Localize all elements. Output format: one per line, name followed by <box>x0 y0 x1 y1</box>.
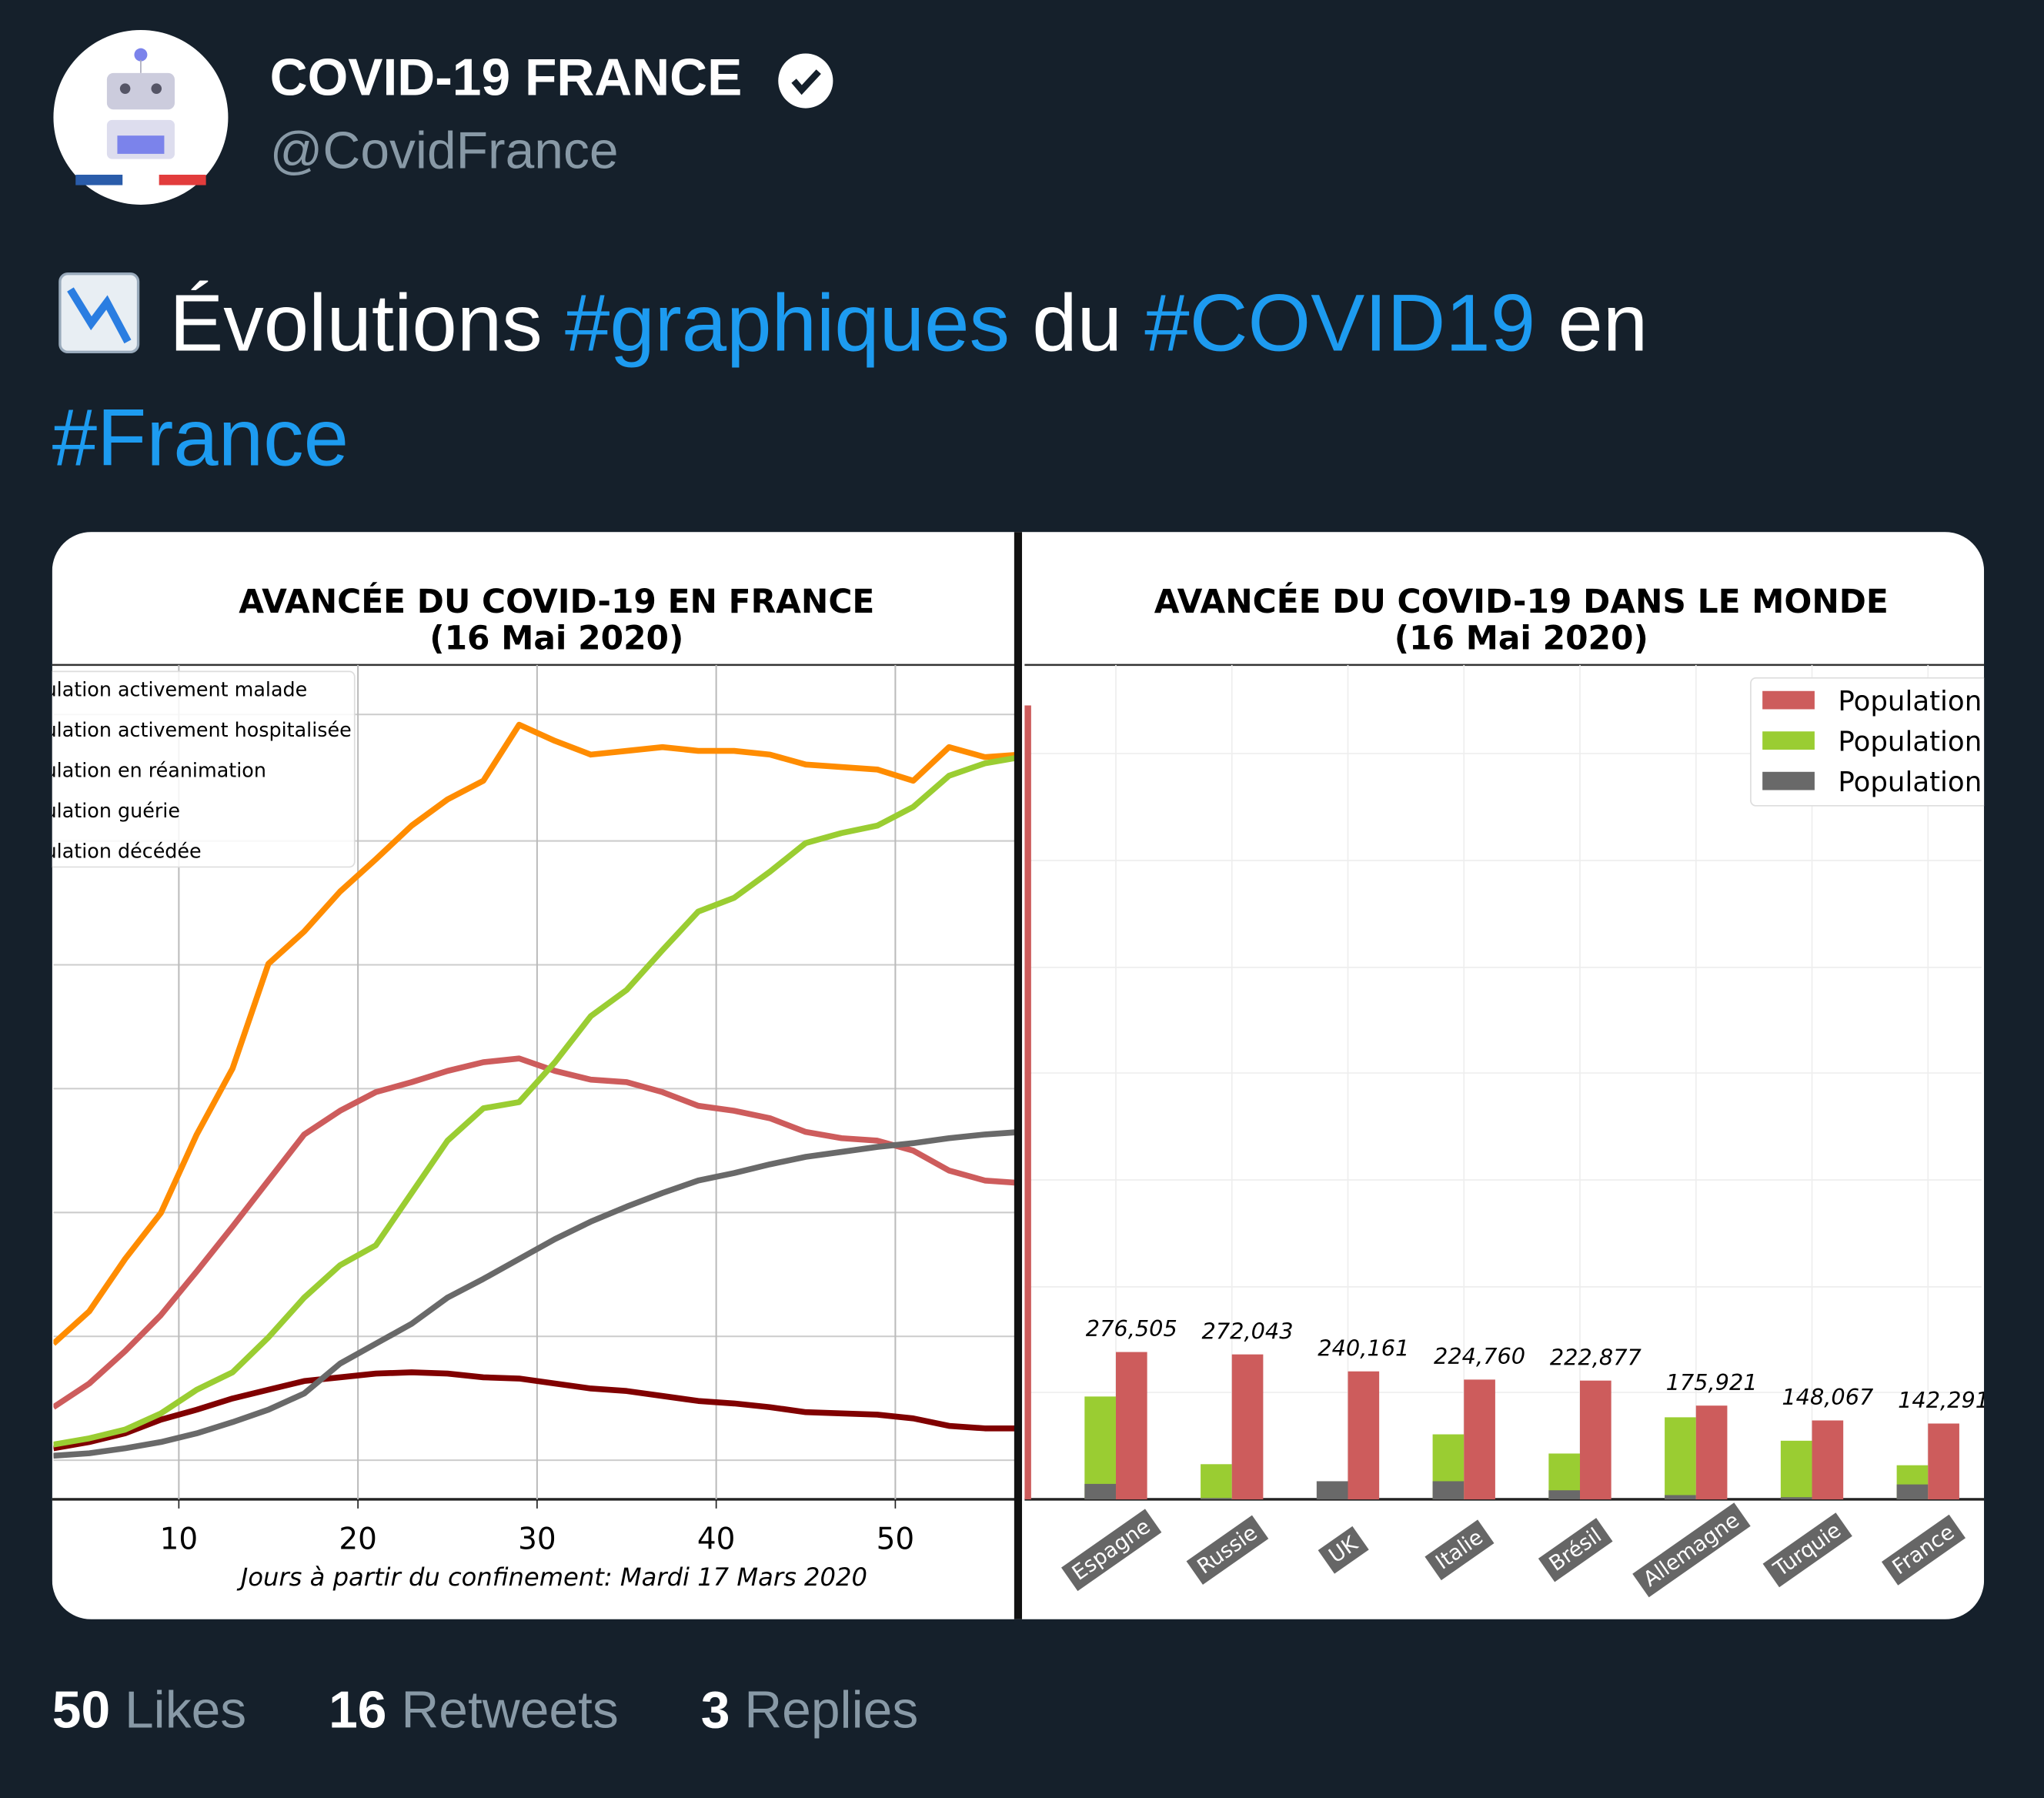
stat[interactable]: 3 Replies <box>701 1682 919 1740</box>
legend-swatch <box>1762 690 1815 710</box>
hashtag[interactable]: #COVID19 <box>1144 279 1536 369</box>
hashtag[interactable]: #France <box>52 393 349 484</box>
legend-label: ulation en réanimation <box>45 759 266 782</box>
legend-swatch <box>1762 731 1815 750</box>
stat-label: Likes <box>124 1682 247 1740</box>
stat[interactable]: 16 Retweets <box>329 1682 619 1740</box>
bar <box>1316 1481 1348 1499</box>
bar <box>1812 1420 1844 1499</box>
robot-icon <box>75 48 206 185</box>
h-grid-right <box>1024 753 1982 1393</box>
value-label: 148,067 <box>1782 1384 1874 1410</box>
stat-count: 50 <box>52 1682 111 1740</box>
label-box <box>1318 1526 1369 1574</box>
line-series <box>53 754 1017 1448</box>
x-tick-label: 30 <box>518 1522 556 1556</box>
stat-label: Replies <box>744 1682 919 1740</box>
bar <box>1896 1484 1929 1499</box>
line-series <box>53 1055 1017 1410</box>
bar <box>1084 1483 1116 1499</box>
bar <box>1201 1464 1232 1499</box>
label-box <box>1186 1515 1269 1585</box>
value-label: 276,505 <box>1086 1315 1177 1342</box>
word: Évolutions <box>169 279 543 369</box>
legend-label: Population <box>1838 767 1982 798</box>
x-tick-label: 20 <box>339 1522 377 1556</box>
value-label: 224,760 <box>1434 1343 1525 1369</box>
x-axis-label: Jours à partir du confinement: Mardi 17 … <box>236 1562 867 1592</box>
stat-count: 3 <box>700 1682 730 1740</box>
bar <box>1348 1371 1380 1499</box>
verified-badge <box>778 53 833 109</box>
bar <box>1780 1440 1812 1499</box>
bar <box>1665 1417 1696 1499</box>
chart-title: AVANCÉE DU COVID-19 EN FRANCE <box>239 582 874 620</box>
legend-label: ulation activement hospitalisée <box>45 718 352 741</box>
legend-label: ulation guérie <box>45 799 180 822</box>
bar <box>1432 1481 1465 1499</box>
stat-label: Retweets <box>401 1682 619 1740</box>
line-series <box>53 1128 1017 1459</box>
bar <box>1464 1379 1495 1499</box>
stat[interactable]: 50 Likes <box>52 1682 246 1740</box>
value-label: 272,043 <box>1202 1318 1294 1344</box>
label-box <box>1538 1518 1613 1582</box>
line-series <box>53 1369 1017 1452</box>
bar <box>1695 1405 1728 1499</box>
value-label: 222,877 <box>1550 1344 1642 1370</box>
stats: 50 Likes 16 Retweets 3 Replies <box>52 1682 987 1740</box>
legend-label: ulation décédée <box>45 840 202 863</box>
word: en <box>1558 279 1648 369</box>
x-tick-label: 10 <box>160 1522 199 1556</box>
divider <box>1014 532 1023 1619</box>
bar <box>1665 1495 1696 1499</box>
bar <box>1548 1490 1581 1499</box>
chart-subtitle: (16 Mai 2020) <box>1394 620 1648 657</box>
legend <box>52 670 356 868</box>
word: du <box>1032 279 1123 369</box>
label-box <box>1424 1519 1495 1581</box>
avatar[interactable] <box>53 29 229 205</box>
legend-label: Population <box>1838 727 1982 758</box>
bar <box>1580 1380 1611 1499</box>
line-series <box>53 721 1017 1346</box>
bar <box>1928 1423 1959 1499</box>
label-box <box>1632 1502 1751 1598</box>
chart-subtitle: (16 Mai 2020) <box>429 620 683 657</box>
tweet-text: Évolutions #graphiques du #COVID19 en #F… <box>52 267 1877 496</box>
bar <box>1115 1352 1147 1499</box>
value-label: 175,921 <box>1666 1369 1758 1395</box>
label-box <box>1061 1509 1162 1592</box>
x-tick-label: 50 <box>877 1522 915 1556</box>
x-tick-label: 40 <box>697 1522 736 1556</box>
value-label: 240,161 <box>1318 1335 1409 1361</box>
label-box <box>1762 1512 1852 1588</box>
legend-swatch <box>1762 771 1815 790</box>
author-handle[interactable]: @CovidFrance <box>269 122 619 180</box>
hashtag[interactable]: #graphiques <box>564 279 1010 369</box>
chart-emoji <box>58 272 140 354</box>
bar <box>1780 1497 1812 1499</box>
legend-label: ulation activement malade <box>45 678 308 701</box>
chart-title: AVANCÉE DU COVID-19 DANS LE MONDE <box>1154 582 1889 620</box>
bar <box>1231 1354 1264 1499</box>
legend-label: Population <box>1838 686 1982 717</box>
h-grid <box>53 714 1017 1462</box>
bar <box>1024 705 1031 1499</box>
label-box <box>1881 1514 1966 1586</box>
bar <box>1084 1396 1116 1499</box>
stat-count: 16 <box>329 1682 387 1740</box>
bar <box>1201 1498 1232 1499</box>
value-label: 142,291 <box>1898 1387 1989 1413</box>
author-name[interactable]: COVID-19 FRANCE <box>269 49 743 107</box>
